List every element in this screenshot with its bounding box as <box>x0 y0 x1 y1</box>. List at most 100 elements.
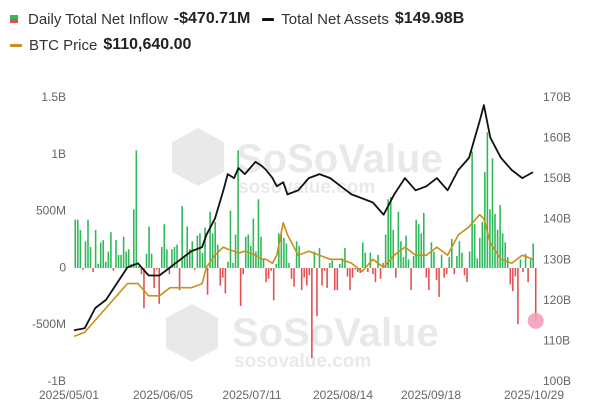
inflow-bar-negative[interactable] <box>206 268 209 295</box>
inflow-bar-positive[interactable] <box>331 260 333 268</box>
inflow-bar-positive[interactable] <box>440 254 443 268</box>
inflow-bar-negative[interactable] <box>466 268 468 283</box>
inflow-bar-positive[interactable] <box>341 258 344 268</box>
inflow-bar-positive[interactable] <box>412 256 415 268</box>
inflow-bar-negative[interactable] <box>534 268 537 321</box>
inflow-bar-positive[interactable] <box>478 237 481 268</box>
inflow-bar-negative[interactable] <box>323 268 326 271</box>
inflow-bar-positive[interactable] <box>176 244 178 268</box>
inflow-bar-positive[interactable] <box>501 233 504 268</box>
legend-item-btc[interactable]: BTC Price $110,640.00 <box>10 36 191 54</box>
inflow-bar-positive[interactable] <box>145 253 148 268</box>
inflow-bar-negative[interactable] <box>517 268 519 325</box>
btc-price-line[interactable] <box>73 213 534 338</box>
inflow-bar-negative[interactable] <box>303 268 306 278</box>
inflow-bar-negative[interactable] <box>428 268 430 291</box>
inflow-bar-positive[interactable] <box>407 259 410 268</box>
inflow-bar-negative[interactable] <box>224 268 227 294</box>
inflow-bar-positive[interactable] <box>171 249 173 268</box>
inflow-bar-positive[interactable] <box>150 253 153 268</box>
inflow-bar-positive[interactable] <box>255 251 257 269</box>
inflow-bar-negative[interactable] <box>219 268 222 286</box>
inflow-bar-positive[interactable] <box>117 254 120 268</box>
inflow-bar-positive[interactable] <box>160 246 163 268</box>
inflow-bar-negative[interactable] <box>372 268 374 275</box>
inflow-bar-positive[interactable] <box>285 243 288 268</box>
inflow-bar-negative[interactable] <box>445 268 448 275</box>
inflow-bar-positive[interactable] <box>448 257 451 268</box>
inflow-bar-positive[interactable] <box>384 234 387 268</box>
inflow-bar-positive[interactable] <box>250 245 252 268</box>
inflow-bar-negative[interactable] <box>143 268 145 309</box>
inflow-bar-positive[interactable] <box>122 236 125 268</box>
inflow-bar-positive[interactable] <box>400 241 402 268</box>
inflow-bar-positive[interactable] <box>328 262 331 268</box>
inflow-bar-positive[interactable] <box>257 199 260 268</box>
inflow-bar-positive[interactable] <box>135 150 138 268</box>
inflow-bar-positive[interactable] <box>415 219 417 268</box>
inflow-bar-negative[interactable] <box>346 268 349 277</box>
inflow-bar-positive[interactable] <box>392 229 395 268</box>
inflow-bar-positive[interactable] <box>89 246 92 268</box>
inflow-bar-positive[interactable] <box>280 234 283 268</box>
inflow-bar-positive[interactable] <box>288 262 290 268</box>
inflow-bar-negative[interactable] <box>435 268 438 280</box>
inflow-bar-positive[interactable] <box>387 199 389 268</box>
inflow-bar-negative[interactable] <box>153 268 155 288</box>
inflow-bar-positive[interactable] <box>382 262 384 268</box>
inflow-bar-positive[interactable] <box>397 211 400 268</box>
inflow-bar-positive[interactable] <box>186 226 188 269</box>
inflow-bar-positive[interactable] <box>204 227 206 268</box>
inflow-bar-negative[interactable] <box>311 268 313 359</box>
inflow-bar-positive[interactable] <box>260 236 262 268</box>
inflow-bar-positive[interactable] <box>102 240 105 268</box>
inflow-bar-negative[interactable] <box>443 268 445 278</box>
inflow-bar-positive[interactable] <box>313 251 316 269</box>
inflow-bar-positive[interactable] <box>79 229 82 268</box>
inflow-bar-negative[interactable] <box>351 268 354 278</box>
inflow-bar-positive[interactable] <box>99 242 102 268</box>
inflow-bar-positive[interactable] <box>529 259 532 268</box>
inflow-bar-positive[interactable] <box>214 221 216 268</box>
inflow-bar-positive[interactable] <box>209 211 211 268</box>
inflow-bar-negative[interactable] <box>321 268 323 286</box>
inflow-bar-positive[interactable] <box>471 151 473 268</box>
inflow-bar-positive[interactable] <box>461 252 463 268</box>
inflow-bar-positive[interactable] <box>201 252 204 268</box>
inflow-bar-positive[interactable] <box>361 242 364 268</box>
inflow-bar-negative[interactable] <box>514 268 517 277</box>
inflow-bar-positive[interactable] <box>125 251 127 269</box>
inflow-bar-negative[interactable] <box>333 268 336 291</box>
inflow-bar-positive[interactable] <box>456 256 458 268</box>
inflow-bar-negative[interactable] <box>512 268 514 292</box>
inflow-bar-positive[interactable] <box>115 240 117 268</box>
inflow-bar-positive[interactable] <box>110 232 112 268</box>
inflow-bar-positive[interactable] <box>132 209 135 268</box>
inflow-bar-positive[interactable] <box>188 249 191 268</box>
inflow-bar-negative[interactable] <box>178 268 181 291</box>
inflow-bar-positive[interactable] <box>97 263 99 268</box>
inflow-bar-positive[interactable] <box>298 245 300 268</box>
inflow-bar-positive[interactable] <box>196 235 199 268</box>
inflow-bar-negative[interactable] <box>356 268 359 272</box>
inflow-bar-negative[interactable] <box>82 268 84 270</box>
inflow-bar-positive[interactable] <box>423 212 425 268</box>
inflow-bar-positive[interactable] <box>211 233 214 268</box>
inflow-bar-negative[interactable] <box>155 268 158 270</box>
inflow-bar-negative[interactable] <box>527 268 529 283</box>
inflow-bar-positive[interactable] <box>496 229 499 268</box>
inflow-bar-positive[interactable] <box>532 243 534 268</box>
inflow-bar-positive[interactable] <box>262 258 265 268</box>
inflow-bar-negative[interactable] <box>267 268 270 279</box>
inflow-bar-positive[interactable] <box>191 241 194 268</box>
inflow-bar-positive[interactable] <box>473 224 476 268</box>
inflow-bar-positive[interactable] <box>247 234 250 268</box>
inflow-bar-negative[interactable] <box>367 268 369 272</box>
inflow-bar-negative[interactable] <box>438 268 440 297</box>
inflow-bar-positive[interactable] <box>339 263 341 268</box>
inflow-bar-positive[interactable] <box>199 233 201 268</box>
inflow-bar-positive[interactable] <box>120 254 122 268</box>
inflow-bar-positive[interactable] <box>105 261 107 268</box>
inflow-bar-negative[interactable] <box>522 268 524 272</box>
inflow-bar-positive[interactable] <box>138 266 140 268</box>
